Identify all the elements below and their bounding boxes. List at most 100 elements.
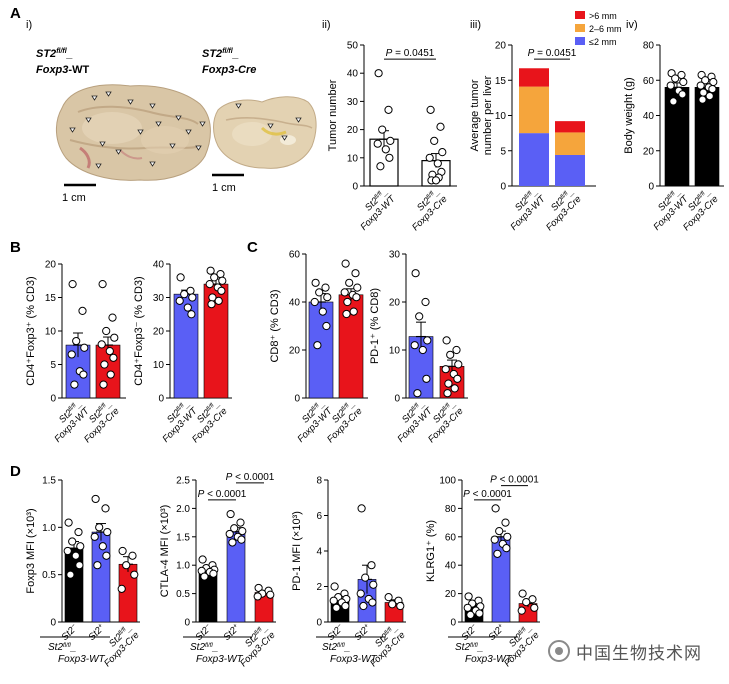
data-point [503,532,512,541]
data-point [464,592,473,601]
data-point [374,69,383,78]
data-point [180,290,189,299]
data-point [68,537,77,546]
d3-under-line1: St2fl/fl_ [322,642,350,653]
y-tick-label: 40 [153,260,165,271]
data-point [443,389,452,398]
data-point [79,370,88,379]
y-tick-label: 0.5 [176,589,190,600]
data-point [475,609,484,618]
y-tick-label: 0.5 [42,570,56,581]
watermark: 中国生物技术网 [548,636,724,666]
a-iii-legend: >6 mm 2–6 mm ≤2 mm [575,11,622,47]
data-point [671,74,680,83]
data-point [74,527,83,537]
chart-d-1: 0 0.5 1.0 1.5 Foxp3 MFI (×10³) St2− St2+ St2fl/… [25,476,142,670]
x-tick-label: St2− [326,622,347,643]
data-point [381,145,390,154]
data-point [99,380,108,389]
legend-label-small: ≤2 mm [589,37,616,47]
panel-label-b: B [10,239,21,256]
y-tick-label: 5 [50,360,56,371]
p-value-label: P < 0.0001 [226,472,275,483]
data-point [345,278,354,287]
data-point [210,273,219,282]
y-tick-label: 60 [445,532,457,543]
data-point [68,280,77,289]
data-point [238,527,247,536]
data-point [342,309,351,319]
data-point [209,569,218,578]
x-tick-label: St2− [460,622,481,643]
data-point [431,176,441,185]
data-point [66,570,75,579]
data-point [75,561,84,570]
data-point [91,494,100,504]
stacked-bar-segment [519,86,549,134]
y-tick-label: 15 [495,76,507,87]
legend-label-large: >6 mm [589,11,617,21]
d-under-labels: St2fl/fl_ Foxp3-WT St2fl/fl_ Foxp3-WT St… [48,642,513,665]
data-point [351,269,360,278]
data-point [442,336,451,345]
panel-label-c: C [247,239,258,256]
data-point [323,293,332,302]
data-point [103,527,112,537]
y-tick-label: 0 [184,618,190,629]
subpanel-label-ii: ii) [322,19,331,31]
x-tick-label: St2+ [222,622,243,643]
y-tick-label: 80 [445,504,457,515]
y-tick-label: 0 [500,182,506,193]
data-point [72,336,81,346]
data-point [106,370,115,379]
data-point [341,259,350,268]
data-point [105,347,114,356]
data-point [384,105,393,114]
y-tick-label: 5 [500,146,506,157]
data-point [490,535,499,544]
photo-right-genotype-line2: Foxp3-Cre [202,64,256,76]
data-point [415,312,424,321]
data-point [102,551,111,560]
data-point [385,153,394,162]
x-tick-label: St2fl/fl_Foxp3-Cre [537,186,584,233]
y-tick-label: 100 [439,476,456,487]
data-point [321,283,330,292]
d2-under-line1: St2fl/fl_ [190,642,218,653]
p-value-label: P = 0.0451 [528,48,577,59]
data-point [200,572,209,581]
data-point [466,610,475,620]
data-point [214,296,223,305]
data-point [206,266,215,275]
data-point [187,310,196,319]
data-point [501,518,510,527]
data-point [175,296,184,305]
y-tick-label: 8 [316,476,322,487]
data-point [679,77,688,87]
y-axis-label: CD8⁺ (% CD3) [269,289,281,362]
data-point [266,590,275,599]
data-point [340,288,349,297]
x-tick-label: St2− [194,622,215,643]
data-point [183,303,192,312]
data-point [369,580,378,589]
data-point [102,326,111,336]
data-point [117,584,126,593]
d4-under-line2: Foxp3-WT [465,654,513,665]
y-axis-label: PD-1 MFI (×10³) [291,511,303,591]
y-tick-label: 0 [450,618,456,629]
data-point [696,81,705,90]
wechat-circle-icon [548,640,570,662]
data-point [373,139,382,148]
y-tick-label: 0 [50,618,56,629]
chart-a-iii: 0 5 10 15 20 Average tumornumber per liver St2… [469,41,596,233]
data-point [237,535,246,544]
data-point [230,524,239,533]
data-point [359,601,368,611]
x-tick-label: St2+ [353,622,374,643]
data-point [352,293,361,302]
data-point [313,341,322,350]
data-point [453,374,462,383]
